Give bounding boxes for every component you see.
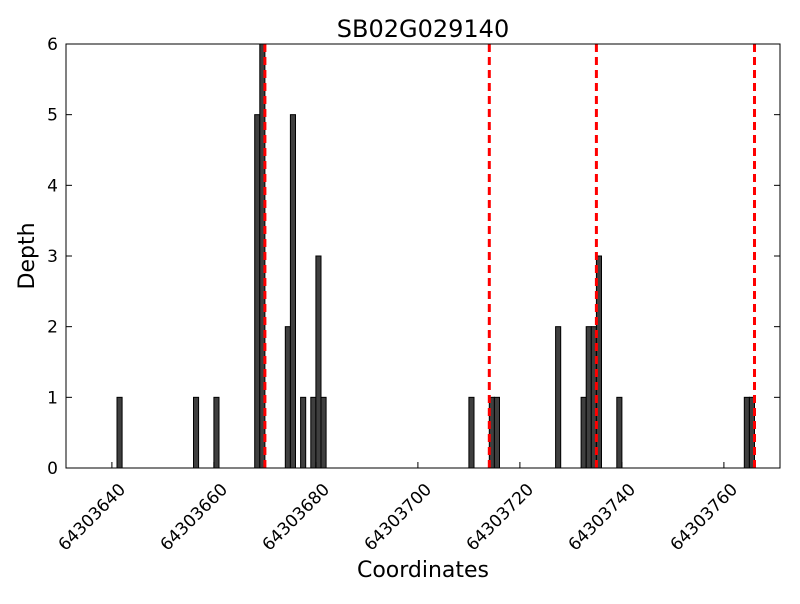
bar: [585, 326, 592, 469]
chart-title: SB02G029140: [337, 15, 509, 43]
bar: [213, 396, 220, 469]
bars-layer: [116, 43, 756, 469]
bar: [254, 114, 261, 469]
bar: [310, 396, 317, 469]
y-tick-label: 0: [47, 459, 58, 479]
y-tick-label: 3: [47, 247, 58, 267]
y-tick-label: 4: [47, 176, 58, 196]
bar: [580, 396, 587, 469]
y-axis-label: Depth: [15, 222, 40, 289]
x-tick-label: 64303760: [667, 480, 742, 555]
bar: [289, 114, 296, 469]
bar: [116, 396, 123, 469]
bar: [320, 396, 327, 469]
bar: [315, 255, 322, 469]
bar: [743, 396, 750, 469]
y-tick-label: 5: [47, 106, 58, 126]
x-tick-label: 64303660: [157, 480, 232, 555]
bar: [616, 396, 623, 469]
markers-layer: [263, 44, 756, 468]
y-axis: 0 1 2 3 4 5 6: [47, 35, 780, 479]
bar: [468, 396, 475, 469]
y-tick-label: 2: [47, 318, 58, 338]
x-tick-label: 64303640: [55, 480, 130, 555]
bar: [555, 326, 562, 469]
x-tick-label: 64303680: [259, 480, 334, 555]
bar: [300, 396, 307, 469]
x-tick-label: 64303720: [463, 480, 538, 555]
x-tick-label: 64303700: [361, 480, 436, 555]
y-tick-label: 6: [47, 35, 58, 55]
x-tick-label: 64303740: [565, 480, 640, 555]
y-tick-label: 1: [47, 388, 58, 408]
x-axis: 64303640 64303660 64303680 64303700 64303720…: [55, 462, 742, 555]
bar: [488, 396, 495, 469]
bar: [284, 326, 291, 469]
plot-frame: [65, 43, 781, 469]
bar: [193, 396, 200, 469]
x-axis-label: Coordinates: [357, 558, 489, 583]
bar: [493, 396, 500, 469]
bar: [748, 396, 756, 469]
